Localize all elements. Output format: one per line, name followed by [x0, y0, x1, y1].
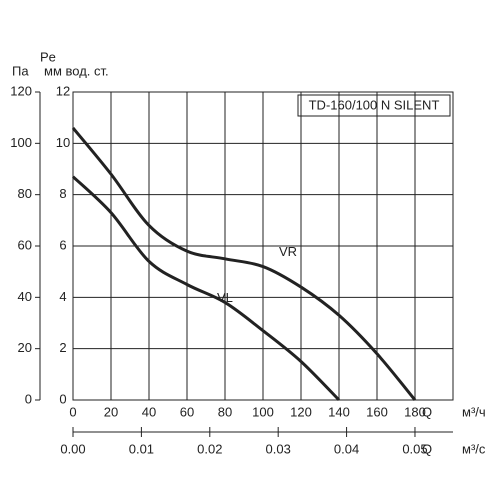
x-tick-label: 20 [104, 404, 118, 419]
x-tick-label: 80 [218, 404, 232, 419]
x2-tick-label: 0.05 [402, 441, 427, 456]
curve [71, 175, 341, 402]
x2-tick-label: 0.00 [60, 441, 85, 456]
y2-tick-label: 100 [10, 135, 32, 150]
x-unit: м³/ч [462, 404, 486, 419]
x2-label: Q [422, 441, 432, 456]
x-tick-label: 0 [69, 404, 76, 419]
y-tick-label: 12 [56, 83, 70, 98]
chart-title: TD-160/100 N SILENT [309, 97, 440, 112]
y-unit: мм вод. ст. [44, 63, 109, 78]
y2-tick-label: 80 [18, 186, 32, 201]
x2-tick-label: 0.01 [129, 441, 154, 456]
x2-tick-label: 0.03 [266, 441, 291, 456]
series-label: VR [279, 244, 297, 259]
x-label: Q [422, 404, 432, 419]
title-box [297, 94, 451, 117]
y2-tick-label: 120 [10, 83, 32, 98]
x-tick-label: 60 [180, 404, 194, 419]
y2-tick-label: 60 [18, 237, 32, 252]
y-tick-label: 10 [56, 135, 70, 150]
y-tick-label: 4 [59, 289, 66, 304]
x2-tick-label: 0.04 [334, 441, 359, 456]
x-tick-label: 140 [328, 404, 350, 419]
x-tick-label: 160 [366, 404, 388, 419]
x-tick-label: 180 [404, 404, 426, 419]
y-label: Pe [40, 49, 56, 64]
x-tick-label: 40 [142, 404, 156, 419]
y2-unit: Па [12, 63, 29, 78]
y2-tick-label: 40 [18, 289, 32, 304]
y-tick-label: 2 [59, 340, 66, 355]
y-tick-label: 0 [59, 391, 66, 406]
x-tick-label: 100 [252, 404, 274, 419]
y2-tick-label: 0 [25, 391, 32, 406]
curve [71, 126, 417, 401]
y-tick-label: 6 [59, 237, 66, 252]
x2-tick-label: 0.02 [197, 441, 222, 456]
x-tick-label: 120 [290, 404, 312, 419]
y-tick-label: 8 [59, 186, 66, 201]
x2-unit: м³/с [462, 441, 486, 456]
y2-tick-label: 20 [18, 340, 32, 355]
series-label: VL [217, 290, 233, 305]
